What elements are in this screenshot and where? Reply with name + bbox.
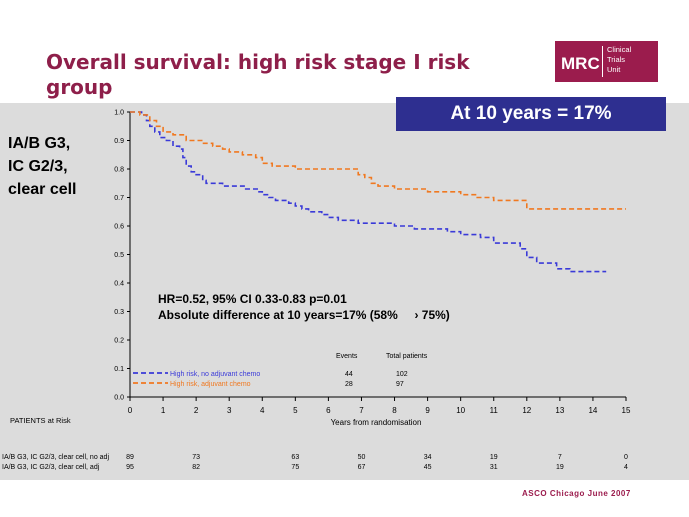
risk-value-no-chemo: 50 (358, 454, 366, 461)
x-axis-label: Years from randomisation (331, 418, 422, 427)
legend-total-no-chemo: 102 (396, 371, 408, 378)
x-tick-label: 7 (359, 406, 364, 415)
x-tick-label: 13 (555, 406, 564, 415)
y-tick-label: 0.1 (114, 366, 124, 373)
x-tick-label: 15 (622, 406, 631, 415)
legend-header-total: Total patients (386, 353, 428, 360)
x-tick-label: 8 (392, 406, 397, 415)
risk-value-chemo: 82 (192, 464, 200, 471)
hr-annotation: HR=0.52, 95% CI 0.33-0.83 p=0.01 (158, 292, 347, 306)
legend-label-no-chemo: High risk, no adjuvant chemo (170, 371, 260, 378)
y-tick-label: 0.4 (114, 281, 124, 288)
risk-value-chemo: 45 (424, 464, 432, 471)
logo-sub-line-1: Clinical (607, 45, 632, 54)
legend-label-chemo: High risk, adjuvant chemo (170, 381, 251, 388)
slide-title: Overall survival: high risk stage I risk… (46, 50, 470, 99)
risk-value-chemo: 67 (358, 464, 366, 471)
series-line-chemo (130, 111, 626, 210)
logo-name: MRC (561, 54, 600, 73)
risk-value-no-chemo: 0 (624, 454, 628, 461)
risk-value-no-chemo: 63 (291, 454, 299, 461)
y-tick-label: 0.8 (114, 167, 124, 174)
group-label-line-2: IC G2/3, (8, 158, 68, 175)
y-tick-label: 0.9 (114, 138, 124, 145)
y-tick-label: 1.0 (114, 110, 124, 117)
logo-sub-line-3: Unit (607, 65, 621, 74)
x-tick-label: 5 (293, 406, 298, 415)
risk-value-chemo: 75 (291, 464, 299, 471)
risk-value-chemo: 95 (126, 464, 134, 471)
group-label-line-3: clear cell (8, 181, 77, 198)
risk-value-chemo: 19 (556, 464, 564, 471)
y-tick-label: 0.7 (114, 195, 124, 202)
conference-footer: ASCO Chicago June 2007 (522, 489, 631, 498)
x-tick-label: 9 (425, 406, 430, 415)
logo-divider (602, 46, 603, 77)
y-tick-label: 0.6 (114, 224, 124, 231)
chart-curves (130, 111, 626, 273)
x-tick-label: 4 (260, 406, 265, 415)
y-tick-label: 0.5 (114, 252, 124, 259)
y-tick-label: 0.2 (114, 338, 124, 345)
chart-axes: 0.00.10.20.30.40.50.60.70.80.91.00 1 2 3 4 5 6… (114, 110, 631, 416)
risk-value-no-chemo: 19 (490, 454, 498, 461)
difference-annotation: Absolute difference at 10 years=17% (58%… (158, 308, 450, 322)
x-tick-label: 3 (227, 406, 232, 415)
risk-table-values: 89 73 63 50 34 19 7 0 95 82 75 67 45 31 19 4 (126, 454, 628, 471)
y-tick-label: 0.3 (114, 309, 124, 316)
legend-header-events: Events (336, 353, 358, 360)
x-tick-label: 1 (161, 406, 166, 415)
legend-events-chemo: 28 (345, 381, 353, 388)
risk-value-no-chemo: 34 (424, 454, 432, 461)
x-tick-label: 11 (490, 406, 499, 415)
x-tick-label: 14 (588, 406, 597, 415)
legend-events-no-chemo: 44 (345, 371, 353, 378)
risk-value-no-chemo: 89 (126, 454, 134, 461)
x-tick-label: 12 (522, 406, 531, 415)
chart-texts: Years from randomisation HR=0.52, 95% CI… (2, 292, 450, 471)
risk-value-chemo: 31 (490, 464, 498, 471)
x-tick-label: 2 (194, 406, 199, 415)
logo-sub-line-2: Trials (607, 55, 626, 64)
ten-year-callout: At 10 years = 17% (396, 97, 666, 131)
risk-value-no-chemo: 73 (192, 454, 200, 461)
y-tick-label: 0.0 (114, 395, 124, 402)
x-tick-label: 6 (326, 406, 331, 415)
risk-table-header: PATIENTS at Risk (10, 416, 71, 425)
risk-row-label-chemo: IA/B G3, IC G2/3, clear cell, adj (2, 464, 100, 471)
risk-row-label-no-chemo: IA/B G3, IC G2/3, clear cell, no adj (2, 454, 109, 461)
x-tick-label: 0 (128, 406, 133, 415)
chart-panel (0, 103, 689, 480)
risk-group-label: IA/B G3, IC G2/3, clear cell (8, 132, 77, 201)
legend-total-chemo: 97 (396, 381, 404, 388)
x-tick-label: 10 (456, 406, 465, 415)
mrc-logo: MRC Clinical Trials Unit (555, 41, 658, 82)
risk-value-chemo: 4 (624, 464, 628, 471)
series-line-no-chemo (130, 111, 607, 273)
logo-subtitle: Clinical Trials Unit (607, 45, 631, 75)
risk-value-no-chemo: 7 (558, 454, 562, 461)
group-label-line-1: IA/B G3, (8, 135, 71, 152)
